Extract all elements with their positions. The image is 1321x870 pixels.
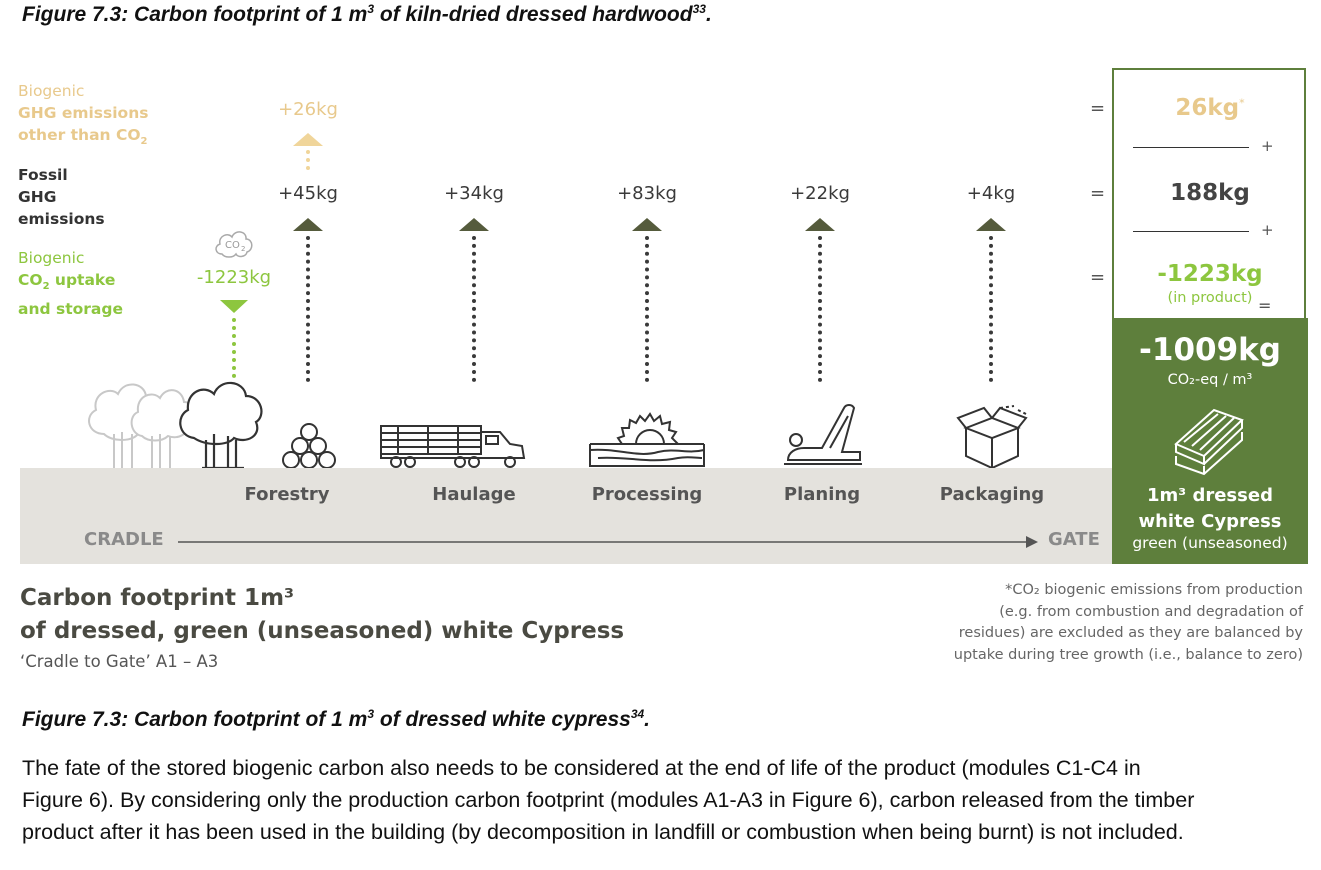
- stage-label-forestry: Forestry: [244, 484, 330, 505]
- value-forestry: +45kg: [278, 183, 338, 204]
- arrow-planing: [805, 218, 835, 231]
- stage-label-haulage: Haulage: [432, 484, 516, 505]
- diagram-scope-label: ‘Cradle to Gate’ A1 – A3: [20, 652, 219, 671]
- total-unit: CO₂-eq / m³: [1167, 372, 1253, 388]
- summary-divider-2: [1133, 231, 1249, 232]
- summary-fossil-value: 188kg: [1170, 180, 1250, 206]
- plane-tool-icon: [784, 404, 862, 465]
- legend-nonco2: Biogenic GHG emissions other than CO2: [18, 82, 149, 148]
- axis-cradle-label: CRADLE: [84, 529, 164, 550]
- arrow-haulage: [459, 218, 489, 231]
- dots-haulage: [472, 236, 476, 382]
- equals-sign-total: =: [1258, 296, 1272, 315]
- dots-packaging: [989, 236, 993, 382]
- equals-sign-uptake: =: [1090, 267, 1106, 288]
- co2-cloud-sub: 2: [241, 245, 245, 253]
- arrow-processing: [632, 218, 662, 231]
- arrow-packaging: [976, 218, 1006, 231]
- dots-processing: [645, 236, 649, 382]
- summary-uptake-note: (in product): [1167, 290, 1253, 306]
- plus-sign-2: +: [1261, 221, 1274, 239]
- co2-cloud-label: CO: [225, 240, 240, 251]
- total-value: -1009kg: [1139, 332, 1281, 368]
- co2-cloud-icon: CO 2: [215, 231, 253, 258]
- legend-biogenic-uptake: Biogenic CO2 uptake and storage: [18, 249, 123, 319]
- value-nonco2-forestry: +26kg: [278, 99, 338, 120]
- top-figure-caption: Figure 7.3: Carbon footprint of 1 m3 of …: [22, 2, 712, 26]
- equals-sign-fossil: =: [1090, 183, 1106, 204]
- cradle-to-gate-band: [20, 468, 1112, 564]
- value-processing: +83kg: [617, 183, 677, 204]
- arrow-forestry: [293, 218, 323, 231]
- equals-sign-nonco2: =: [1090, 98, 1106, 119]
- stage-label-processing: Processing: [591, 484, 703, 505]
- dots-planing: [818, 236, 822, 382]
- box-icon: [956, 405, 1028, 470]
- arrow-uptake: [220, 300, 248, 313]
- body-paragraph: The fate of the stored biogenic carbon a…: [22, 756, 1195, 844]
- product-label: 1m³ dressed white Cypress: [1138, 485, 1282, 532]
- value-uptake: -1223kg: [196, 267, 272, 288]
- truck-icon: [380, 425, 526, 468]
- value-packaging: +4kg: [966, 183, 1016, 204]
- summary-nonco2-value: 26kg*: [1175, 95, 1245, 121]
- summary-divider-1: [1133, 147, 1249, 148]
- axis-arrow: [178, 536, 1038, 548]
- stage-label-planing: Planing: [783, 484, 861, 505]
- arrow-nonco2-forestry: [293, 133, 323, 146]
- stage-label-packaging: Packaging: [939, 484, 1045, 505]
- logs-icon: [282, 423, 336, 469]
- dots-nonco2-forestry: [306, 150, 310, 170]
- saw-icon: [589, 412, 705, 467]
- plus-sign-1: +: [1261, 137, 1274, 155]
- axis-gate-label: GATE: [1048, 529, 1100, 550]
- dots-uptake: [232, 318, 236, 378]
- trees-icon: [88, 381, 263, 470]
- value-haulage: +34kg: [444, 183, 504, 204]
- bottom-figure-caption: Figure 7.3: Carbon footprint of 1 m3 of …: [22, 707, 651, 731]
- dots-forestry: [306, 236, 310, 382]
- legend-fossil: Fossil GHG emissions: [18, 166, 105, 228]
- biogenic-note: *CO₂ biogenic emissions from production …: [953, 582, 1303, 663]
- summary-uptake-value: -1223kg: [1157, 261, 1263, 287]
- product-sublabel: green (unseasoned): [1132, 534, 1288, 552]
- value-planing: +22kg: [790, 183, 850, 204]
- timber-planks-icon: [1174, 408, 1244, 476]
- diagram-subtitle: Carbon footprint 1m³ of dressed, green (…: [20, 585, 625, 644]
